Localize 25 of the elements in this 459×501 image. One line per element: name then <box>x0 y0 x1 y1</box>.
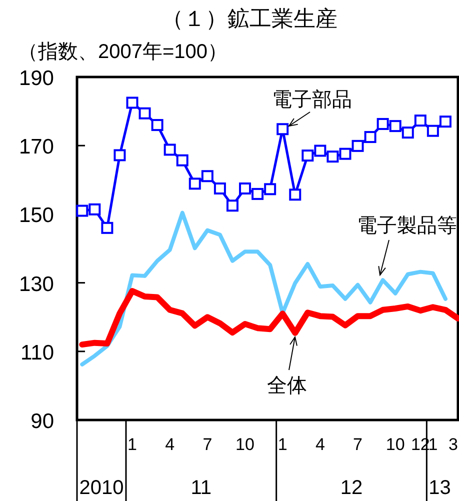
y-tick-label: 150 <box>18 204 54 228</box>
y-tick-label: 190 <box>18 67 54 90</box>
x-tick-label: 10 <box>386 435 405 454</box>
text: 13 <box>428 477 451 499</box>
x-tick-label: 3 <box>448 435 458 454</box>
y-tick-label: 90 <box>30 410 54 433</box>
x-tick-label: 7 <box>202 435 212 454</box>
x-tick-label: 4 <box>165 435 175 454</box>
x-tick-label: 4 <box>315 435 325 454</box>
chart-title: （１）鉱工業生産 <box>162 6 338 31</box>
text: 12 <box>340 477 363 499</box>
x-tick-label: 7 <box>353 435 363 454</box>
y-tick-label: 110 <box>20 341 54 364</box>
x-tick-label: 1 <box>278 435 288 454</box>
y-axis-title: （指数、2007年=100） <box>18 41 228 63</box>
text: 11 <box>190 477 212 499</box>
y-tick-label: 170 <box>18 136 54 159</box>
x-tick-label: 1 <box>128 435 137 454</box>
x-tick-label: 10 <box>236 435 254 454</box>
text: 電子製品等 <box>357 215 457 237</box>
y-tick-label: 130 <box>18 272 54 296</box>
text: 2010 <box>79 477 124 499</box>
x-tick-label: 1 <box>428 435 438 454</box>
series-label: 電子部品 <box>272 89 352 111</box>
text: 全体 <box>267 375 307 397</box>
